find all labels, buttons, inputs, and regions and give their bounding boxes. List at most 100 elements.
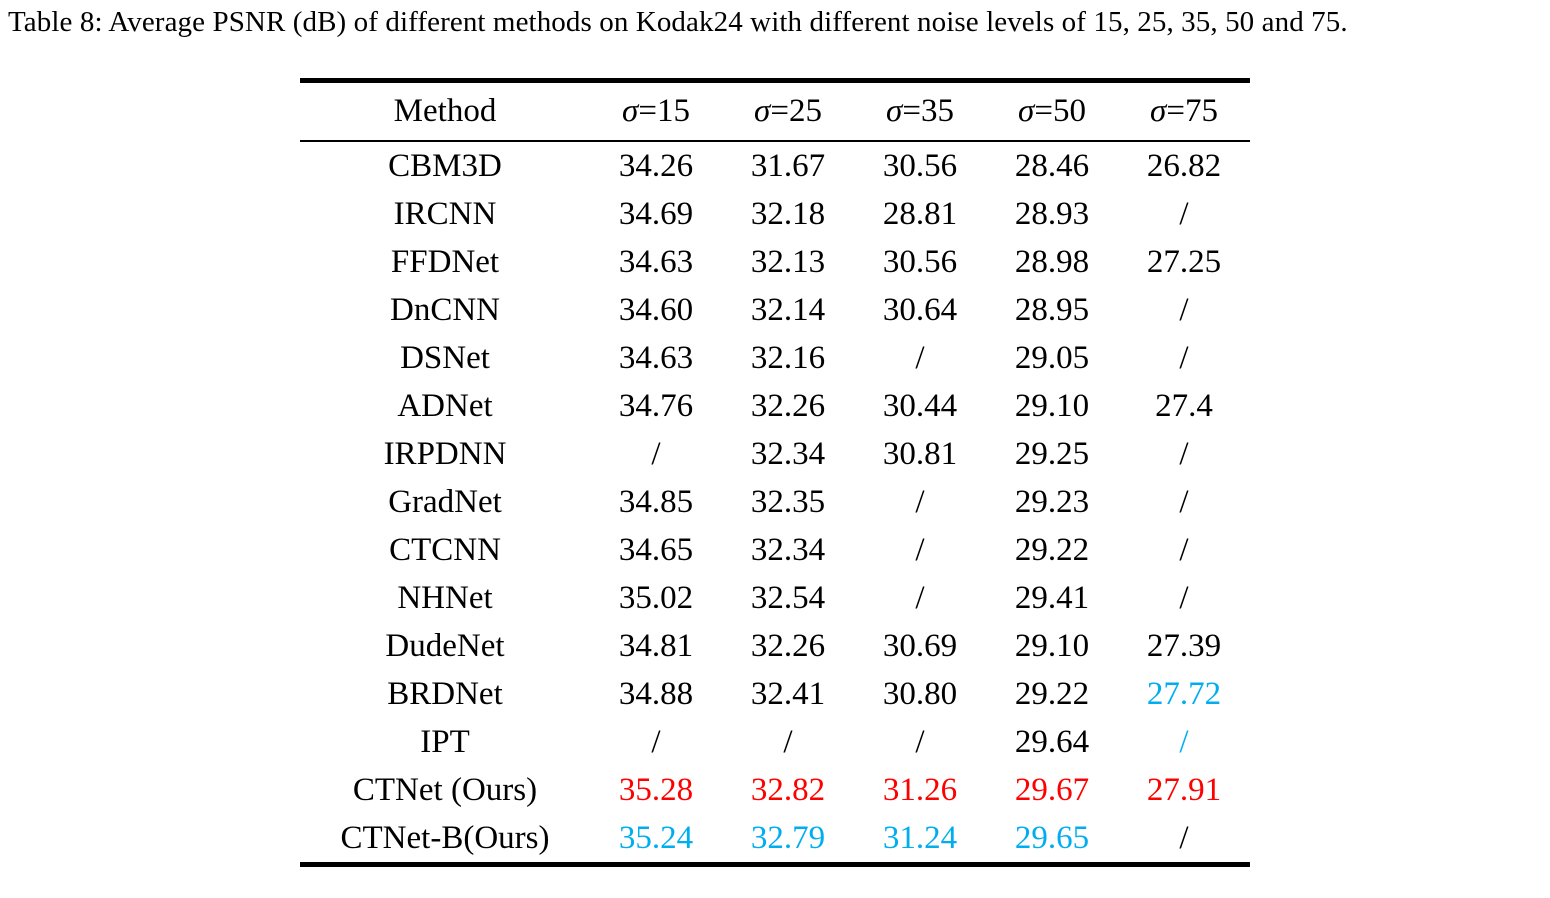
header-row: Method σ=15 σ=25 σ=35 σ=50 σ=75 — [300, 80, 1250, 142]
value-cell: 29.23 — [1014, 483, 1090, 520]
value-cell: 34.85 — [618, 483, 694, 520]
value-cell: 28.81 — [882, 195, 958, 232]
value-cell: 28.95 — [1014, 291, 1090, 328]
column-header-sigma-25: σ=25 — [722, 80, 854, 142]
value-cell: 30.69 — [882, 627, 958, 664]
value-cell: / — [1179, 723, 1189, 760]
value-cell: / — [915, 579, 925, 616]
method-cell: NHNet — [397, 579, 493, 616]
method-cell: DSNet — [400, 339, 490, 376]
column-header-sigma-35: σ=35 — [854, 80, 986, 142]
value-cell: 34.76 — [618, 387, 694, 424]
table-row: FFDNet 34.63 32.13 30.56 28.98 27.25 — [300, 238, 1250, 286]
table-row: CTCNN 34.65 32.34 / 29.22 / — [300, 526, 1250, 574]
table-row: GradNet 34.85 32.35 / 29.23 / — [300, 478, 1250, 526]
value-cell: 27.91 — [1146, 771, 1222, 808]
sigma-symbol: σ — [1150, 93, 1167, 129]
value-cell: / — [1179, 291, 1189, 328]
value-cell: 29.22 — [1014, 531, 1090, 568]
value-cell: / — [651, 435, 661, 472]
value-cell: 30.56 — [882, 243, 958, 280]
value-cell: 32.34 — [750, 435, 826, 472]
value-cell: / — [915, 483, 925, 520]
sigma-symbol: σ — [754, 93, 771, 129]
value-cell: 28.98 — [1014, 243, 1090, 280]
method-cell: IRPDNN — [383, 435, 507, 472]
method-cell: CTCNN — [389, 531, 501, 568]
value-cell: 32.14 — [750, 291, 826, 328]
table-row: DSNet 34.63 32.16 / 29.05 / — [300, 334, 1250, 382]
method-cell: FFDNet — [390, 243, 500, 280]
table-row: IRPDNN / 32.34 30.81 29.25 / — [300, 430, 1250, 478]
value-cell: / — [915, 339, 925, 376]
noise-level-label: =50 — [1034, 93, 1086, 129]
psnr-table: Method σ=15 σ=25 σ=35 σ=50 σ=75 CBM3D 34… — [300, 78, 1250, 867]
table-row: BRDNet 34.88 32.41 30.80 29.22 27.72 — [300, 670, 1250, 718]
value-cell: 29.10 — [1014, 387, 1090, 424]
value-cell: 34.60 — [618, 291, 694, 328]
value-cell: 29.10 — [1014, 627, 1090, 664]
value-cell: 34.69 — [618, 195, 694, 232]
value-cell: 29.25 — [1014, 435, 1090, 472]
value-cell: 32.54 — [750, 579, 826, 616]
method-cell: ADNet — [397, 387, 493, 424]
value-cell: / — [1179, 531, 1189, 568]
table-caption: Table 8: Average PSNR (dB) of different … — [8, 6, 1348, 38]
value-cell: 32.26 — [750, 627, 826, 664]
value-cell: 32.79 — [750, 819, 826, 856]
table-row: DnCNN 34.60 32.14 30.64 28.95 / — [300, 286, 1250, 334]
value-cell: 27.72 — [1146, 675, 1222, 712]
value-cell: 31.24 — [882, 819, 958, 856]
noise-level-label: =25 — [770, 93, 822, 129]
method-cell: BRDNet — [387, 675, 503, 712]
value-cell: 29.64 — [1014, 723, 1090, 760]
psnr-table-container: Method σ=15 σ=25 σ=35 σ=50 σ=75 CBM3D 34… — [300, 78, 1250, 867]
value-cell: 32.35 — [750, 483, 826, 520]
value-cell: 29.05 — [1014, 339, 1090, 376]
value-cell: 30.81 — [882, 435, 958, 472]
method-cell: CTNet-B(Ours) — [340, 819, 550, 856]
table-row: CTNet-B(Ours) 35.24 32.79 31.24 29.65 / — [300, 814, 1250, 865]
value-cell: 30.44 — [882, 387, 958, 424]
column-header-sigma-15: σ=15 — [590, 80, 722, 142]
value-cell: 29.65 — [1014, 819, 1090, 856]
value-cell: 32.16 — [750, 339, 826, 376]
sigma-symbol: σ — [622, 93, 639, 129]
value-cell: / — [915, 723, 925, 760]
value-cell: 30.64 — [882, 291, 958, 328]
value-cell: 29.67 — [1014, 771, 1090, 808]
value-cell: 29.41 — [1014, 579, 1090, 616]
sigma-symbol: σ — [886, 93, 903, 129]
value-cell: 31.67 — [750, 147, 826, 184]
method-cell: GradNet — [388, 483, 502, 520]
method-cell: CBM3D — [388, 147, 502, 184]
method-cell: CTNet (Ours) — [352, 771, 538, 808]
sigma-symbol: σ — [1018, 93, 1035, 129]
value-cell: 34.26 — [618, 147, 694, 184]
value-cell: 32.41 — [750, 675, 826, 712]
method-cell: IPT — [420, 723, 470, 760]
value-cell: / — [915, 531, 925, 568]
method-cell: DudeNet — [385, 627, 505, 664]
value-cell: 34.65 — [618, 531, 694, 568]
value-cell: 35.28 — [618, 771, 694, 808]
value-cell: / — [1179, 579, 1189, 616]
value-cell: / — [651, 723, 661, 760]
table-row: CBM3D 34.26 31.67 30.56 28.46 26.82 — [300, 141, 1250, 190]
value-cell: 28.46 — [1014, 147, 1090, 184]
value-cell: 28.93 — [1014, 195, 1090, 232]
value-cell: / — [783, 723, 793, 760]
value-cell: 31.26 — [882, 771, 958, 808]
table-row: IPT / / / 29.64 / — [300, 718, 1250, 766]
value-cell: / — [1179, 339, 1189, 376]
value-cell: 35.24 — [618, 819, 694, 856]
value-cell: 32.34 — [750, 531, 826, 568]
column-header-sigma-50: σ=50 — [986, 80, 1118, 142]
value-cell: 34.81 — [618, 627, 694, 664]
value-cell: 27.4 — [1155, 387, 1213, 424]
value-cell: / — [1179, 435, 1189, 472]
table-row: CTNet (Ours) 35.28 32.82 31.26 29.67 27.… — [300, 766, 1250, 814]
value-cell: 26.82 — [1146, 147, 1222, 184]
table-row: IRCNN 34.69 32.18 28.81 28.93 / — [300, 190, 1250, 238]
value-cell: 32.26 — [750, 387, 826, 424]
